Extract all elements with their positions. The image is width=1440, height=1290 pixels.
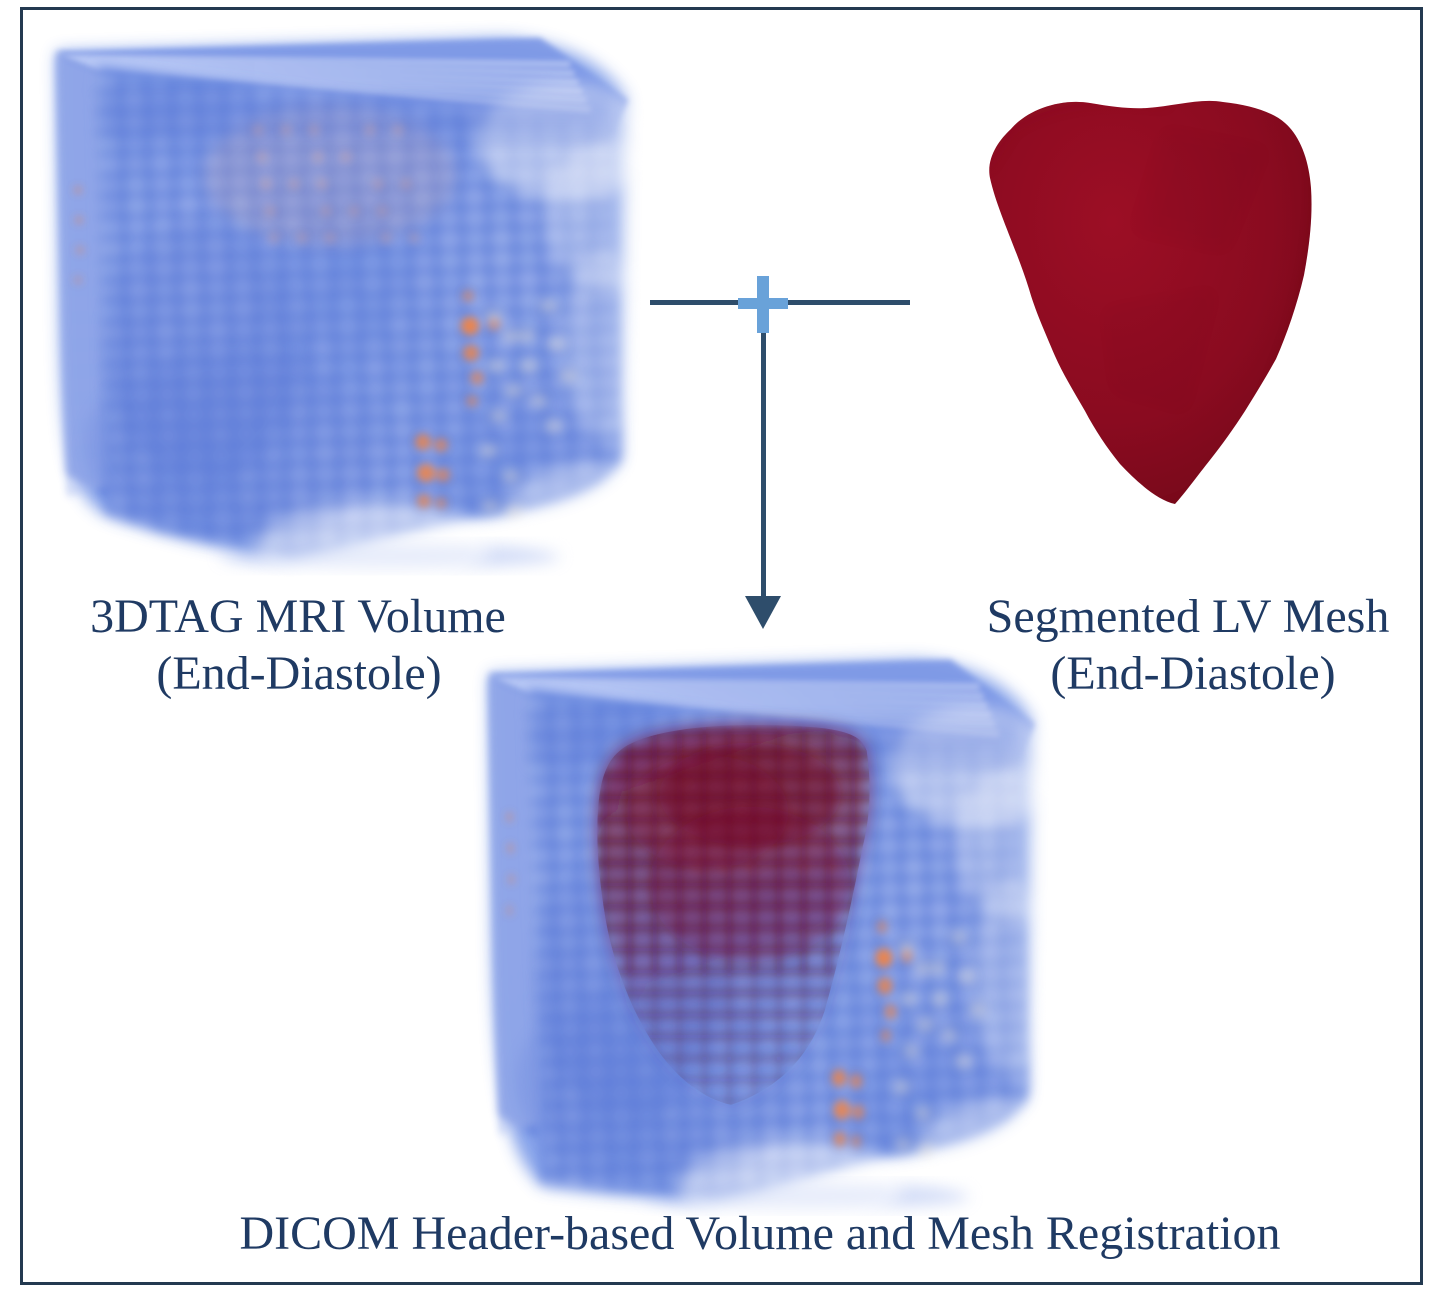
svg-text:DICOM Header-based Volume and: DICOM Header-based Volume and Mesh Regis… xyxy=(239,1207,1280,1260)
svg-text:3DTAG MRI Volume: 3DTAG MRI Volume xyxy=(90,590,506,643)
svg-text:(End-Diastole): (End-Diastole) xyxy=(156,647,441,700)
svg-text:(End-Diastole): (End-Diastole) xyxy=(1050,647,1335,700)
svg-text:Segmented LV Mesh: Segmented LV Mesh xyxy=(987,590,1390,643)
